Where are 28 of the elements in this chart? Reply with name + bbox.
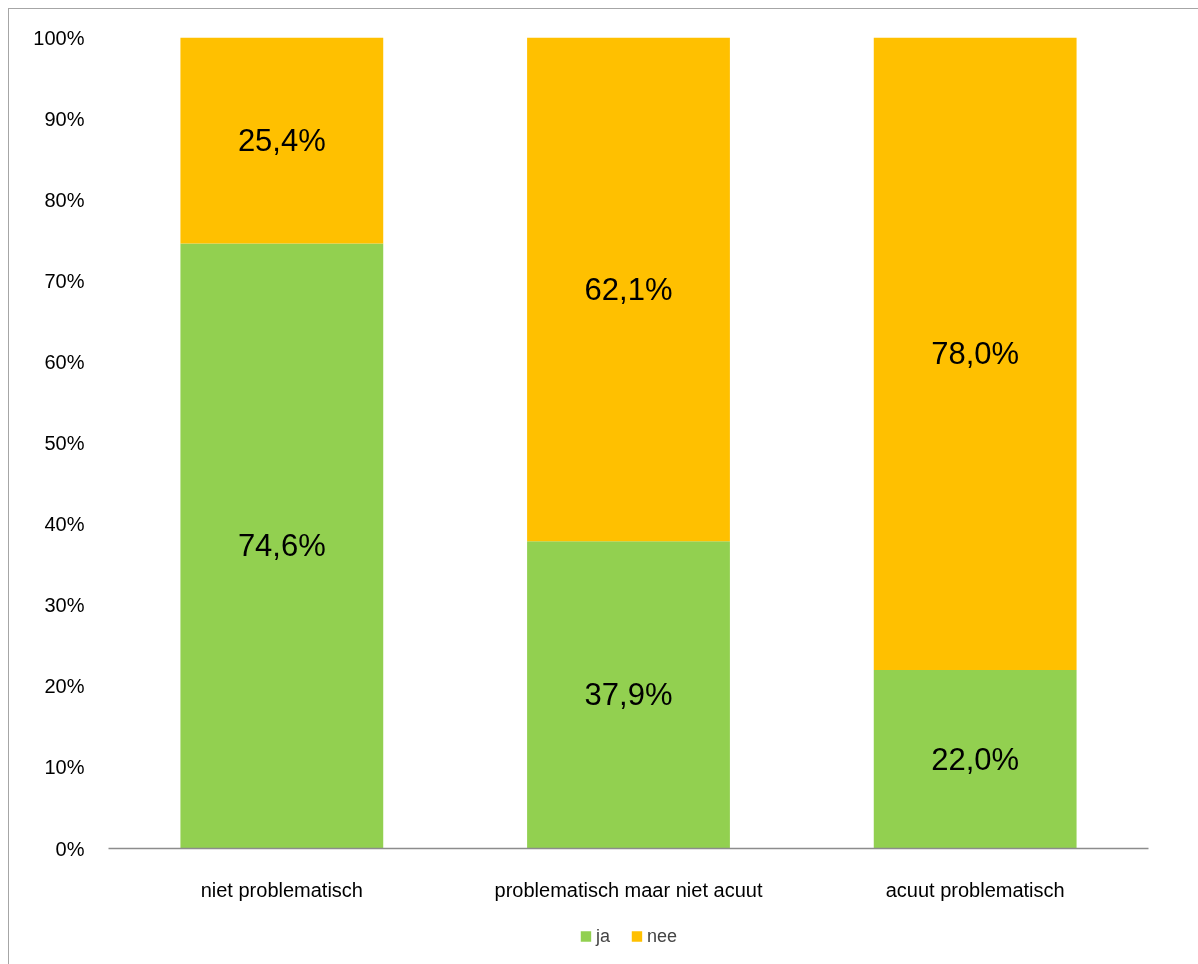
bar <box>873 37 1077 671</box>
data-label: 74,6% <box>237 528 326 564</box>
data-label: 22,0% <box>931 741 1020 777</box>
y-tick-label: 0% <box>55 837 85 860</box>
y-tick-label: 30% <box>44 594 85 617</box>
y-tick-label: 90% <box>44 107 85 130</box>
y-tick-label: 50% <box>44 432 85 454</box>
bar <box>180 243 384 849</box>
data-label: 37,9% <box>584 677 673 713</box>
data-label: 78,0% <box>931 336 1020 372</box>
data-label: 25,4% <box>237 123 326 158</box>
data-label: 62,1% <box>584 271 673 307</box>
bar <box>180 37 384 244</box>
bar <box>527 541 730 849</box>
x-tick-label: problematisch maar niet acuut <box>494 878 763 901</box>
x-tick-label: niet problematisch <box>200 878 363 901</box>
legend-label: nee <box>646 925 678 947</box>
bar <box>873 670 1077 849</box>
bar <box>527 37 730 542</box>
y-tick-label: 40% <box>44 513 85 536</box>
y-tick-label: 80% <box>44 188 85 211</box>
y-tick-label: 10% <box>44 756 85 779</box>
y-tick-label: 60% <box>44 350 85 373</box>
y-tick-label: 20% <box>44 675 85 698</box>
y-tick-label: 100% <box>33 26 85 49</box>
legend-label: ja <box>595 925 611 947</box>
y-tick-label: 70% <box>44 269 85 292</box>
x-tick-label: acuut problematisch <box>885 878 1065 901</box>
